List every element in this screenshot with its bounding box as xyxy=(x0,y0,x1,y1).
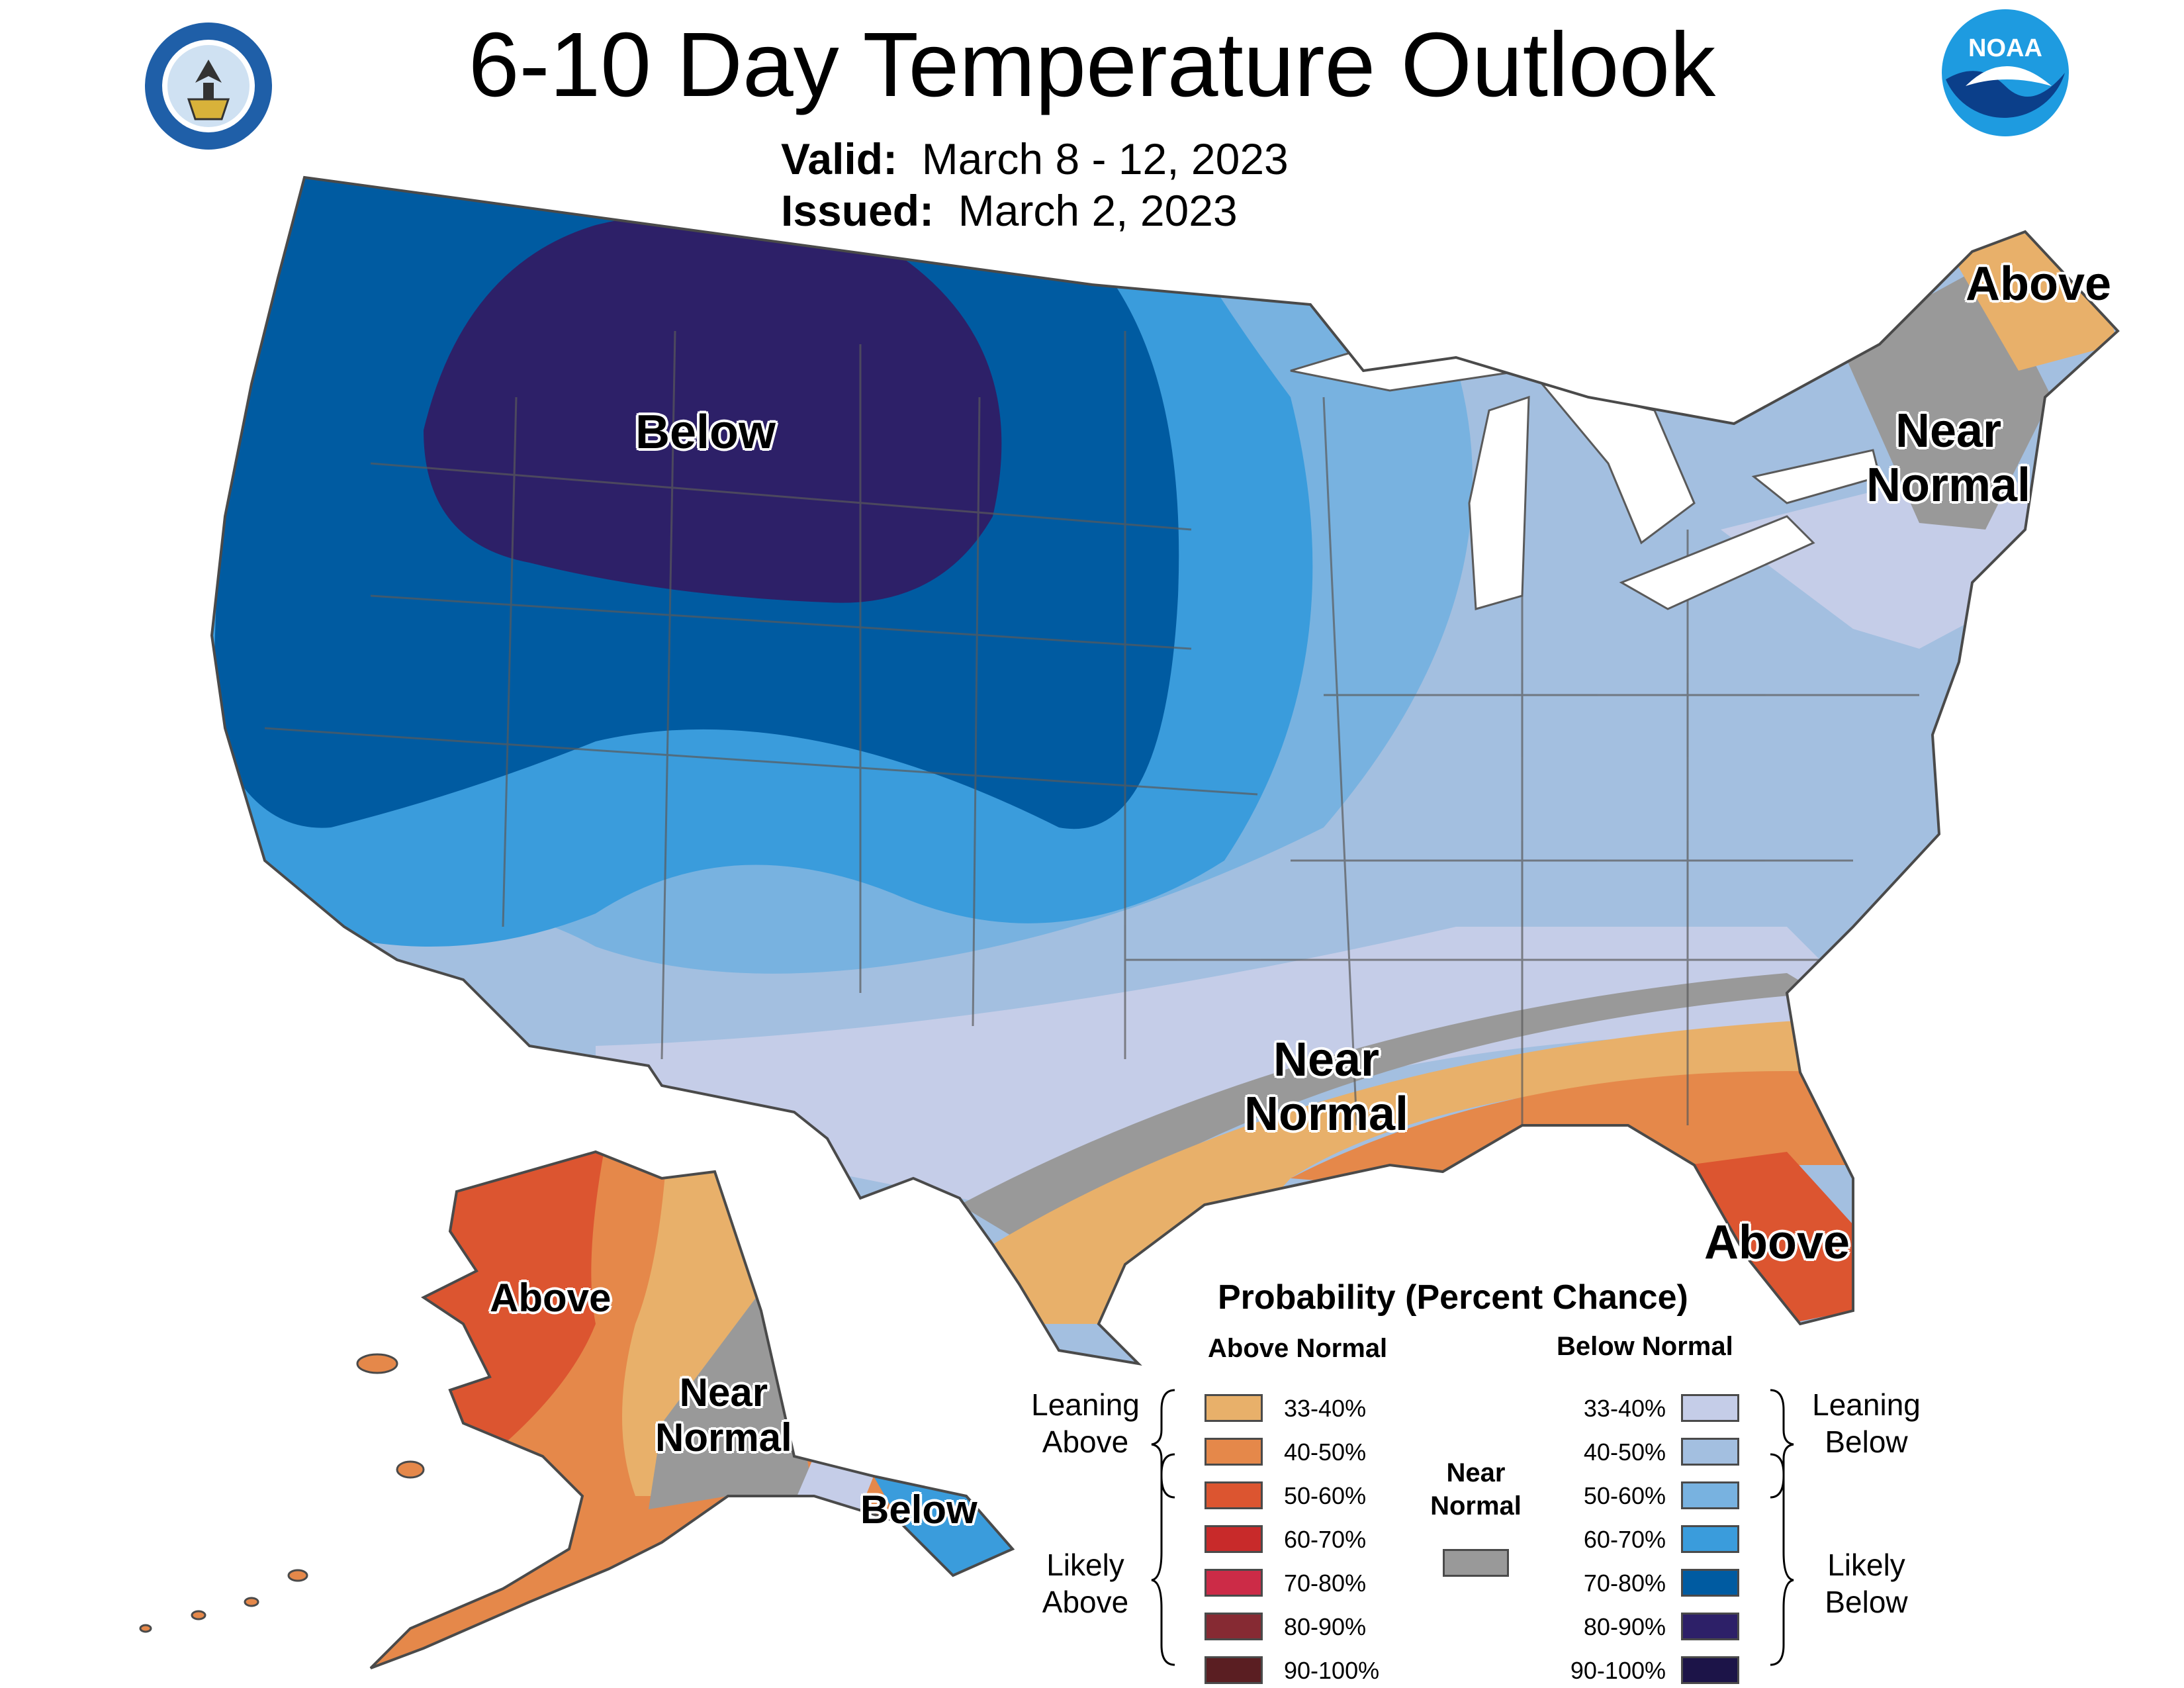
issued-label: Issued: xyxy=(781,186,934,235)
legend-above-header: Above Normal xyxy=(1208,1334,1388,1363)
label-near-normal-northeast-line2: Normal xyxy=(1866,459,2031,512)
legend-below-swatch xyxy=(1681,1394,1739,1422)
legend-leaning-above: Leaning Above xyxy=(1013,1386,1158,1460)
label-above-maine: Above xyxy=(1966,258,2112,310)
legend-below-label: 80-90% xyxy=(1583,1613,1666,1640)
legend-near-normal-line2: Normal xyxy=(1430,1491,1522,1521)
label-near-normal-alaska: Near Normal xyxy=(655,1370,792,1460)
legend-below-label: 70-80% xyxy=(1583,1570,1666,1597)
legend-above-label: 40-50% xyxy=(1284,1438,1367,1466)
valid-label: Valid: xyxy=(781,134,898,183)
legend-below-label: 33-40% xyxy=(1583,1395,1666,1422)
legend-likely-above-line2: Above xyxy=(1042,1585,1129,1619)
valid-value: March 8 - 12, 2023 xyxy=(921,134,1289,183)
legend-above-label: 90-100% xyxy=(1284,1657,1380,1684)
commerce-seal-icon xyxy=(145,23,272,150)
label-near-normal-south: Near Normal xyxy=(1244,1033,1408,1141)
legend-near-normal-swatch xyxy=(1443,1549,1509,1577)
legend-leaning-above-line1: Leaning xyxy=(1031,1387,1140,1422)
label-below-alaska: Below xyxy=(860,1487,978,1532)
label-above-alaska: Above xyxy=(490,1276,612,1320)
region-below-33-40-northeast xyxy=(1721,463,2118,649)
label-near-normal-northeast-line1: Near xyxy=(1895,404,2002,457)
region-below-33-40-south xyxy=(596,927,1886,1205)
alaska-outline xyxy=(369,1150,1015,1669)
legend-above-swatch xyxy=(1205,1394,1263,1422)
legend-below-label: 90-100% xyxy=(1570,1657,1666,1684)
issued-value: March 2, 2023 xyxy=(958,186,1238,235)
legend-near-normal-line1: Near xyxy=(1446,1458,1506,1487)
noaa-logo-icon: NOAA xyxy=(1942,9,2069,136)
legend-likely-below-line2: Below xyxy=(1825,1585,1908,1619)
conus-regions xyxy=(212,177,2118,1364)
legend-leaning-below-line2: Below xyxy=(1825,1425,1908,1459)
legend-below-label: 60-70% xyxy=(1583,1526,1666,1553)
legend-above-label: 33-40% xyxy=(1284,1395,1367,1422)
label-near-normal-south-line2: Normal xyxy=(1244,1088,1409,1141)
legend-above-label: 60-70% xyxy=(1284,1526,1367,1553)
legend-above-swatch xyxy=(1205,1525,1263,1553)
legend-near-normal: Near Normal xyxy=(1410,1456,1542,1523)
legend-above-label: 50-60% xyxy=(1284,1482,1367,1509)
legend-above-swatch xyxy=(1205,1569,1263,1597)
label-near-normal-alaska-line1: Near xyxy=(679,1370,768,1415)
legend-likely-below-line1: Likely xyxy=(1827,1548,1905,1582)
legend-above-label: 80-90% xyxy=(1284,1613,1367,1640)
legend-likely-above-line1: Likely xyxy=(1046,1548,1124,1582)
legend-below-swatch xyxy=(1681,1438,1739,1466)
legend-above-swatch xyxy=(1205,1481,1263,1509)
legend-above-swatch xyxy=(1205,1438,1263,1466)
noaa-logo-text: NOAA xyxy=(1968,34,2042,62)
legend-title: Probability (Percent Chance) xyxy=(1218,1278,1688,1317)
conus-outline xyxy=(210,175,2120,1366)
legend-likely-below: Likely Below xyxy=(1794,1546,1939,1620)
label-below-west: Below xyxy=(635,406,776,459)
legend-below-swatch xyxy=(1681,1656,1739,1684)
legend-likely-above: Likely Above xyxy=(1013,1546,1158,1620)
legend-below-swatch xyxy=(1681,1525,1739,1553)
legend-below-label: 50-60% xyxy=(1583,1482,1666,1509)
label-near-normal-northeast: Near Normal xyxy=(1866,404,2030,512)
legend-below-header: Below Normal xyxy=(1557,1332,1733,1361)
legend-below-swatch xyxy=(1681,1569,1739,1597)
legend-below-swatch xyxy=(1681,1613,1739,1640)
valid-dates: Valid: March 8 - 12, 2023 xyxy=(781,132,1289,185)
page-title: 6-10 Day Temperature Outlook xyxy=(468,14,1716,116)
issued-date: Issued: March 2, 2023 xyxy=(781,184,1238,237)
aleutian-islands xyxy=(139,1353,425,1633)
legend-leaning-above-line2: Above xyxy=(1042,1425,1129,1459)
label-near-normal-south-line1: Near xyxy=(1273,1033,1380,1086)
legend-leaning-below: Leaning Below xyxy=(1794,1386,1939,1460)
label-near-normal-alaska-line2: Normal xyxy=(655,1415,792,1460)
ak-below-60-70 xyxy=(874,1476,1013,1575)
region-below-80-90 xyxy=(424,213,1002,603)
legend-above-swatch xyxy=(1205,1613,1263,1640)
label-above-florida: Above xyxy=(1704,1216,1850,1269)
region-above-50-60-florida xyxy=(1688,1152,1853,1324)
legend-below-swatch xyxy=(1681,1481,1739,1509)
legend-leaning-below-line1: Leaning xyxy=(1812,1387,1921,1422)
legend-above-swatch xyxy=(1205,1656,1263,1684)
legend-above-label: 70-80% xyxy=(1284,1570,1367,1597)
legend-below-label: 40-50% xyxy=(1583,1438,1666,1466)
